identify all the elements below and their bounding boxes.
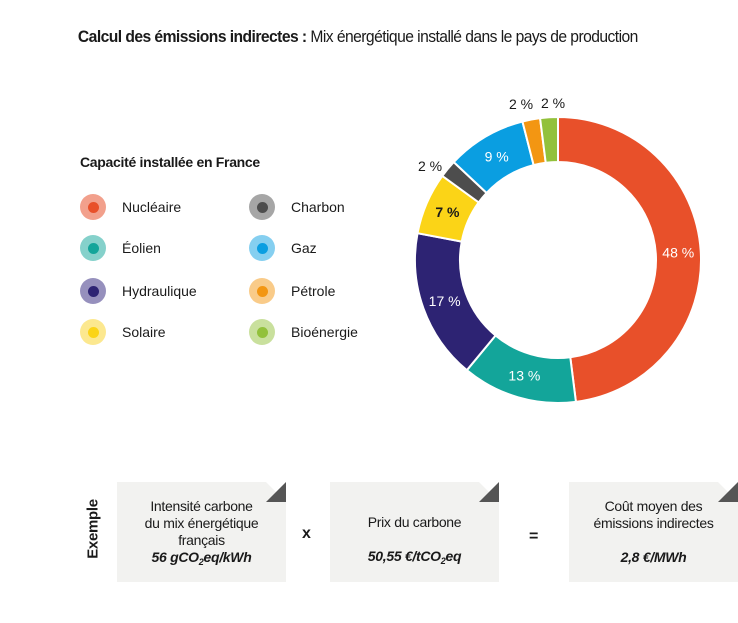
data-label-bioenergie: 2 %: [541, 95, 565, 111]
legend-heading: Capacité installée en France: [80, 154, 260, 170]
average-cost-card: Coût moyen des émissions indirectes 2,8 …: [569, 482, 738, 582]
legend-label: Nucléaire: [122, 199, 182, 215]
card1-value: 56 gCO2eq/kWh: [151, 549, 252, 567]
legend-item: Bioénergie: [249, 319, 358, 345]
legend-label: Bioénergie: [291, 324, 358, 340]
legend-label: Éolien: [122, 240, 161, 256]
chart-title: Calcul des émissions indirectes : Mix én…: [0, 27, 716, 47]
legend-item: Pétrole: [249, 278, 335, 304]
card1-line3: français: [178, 532, 225, 548]
fold-icon: [266, 482, 286, 502]
legend-item: Éolien: [80, 235, 161, 261]
legend-item: Hydraulique: [80, 278, 197, 304]
legend-swatch: [249, 235, 275, 261]
legend-swatch: [249, 319, 275, 345]
data-label-solaire: 7 %: [435, 204, 460, 220]
legend-swatch: [249, 278, 275, 304]
title-rest: Mix énergétique installé dans le pays de…: [310, 27, 638, 46]
card2-value: 50,55 €/tCO2eq: [367, 548, 462, 566]
data-label-hydraulique: 17 %: [429, 293, 461, 309]
legend-item: Gaz: [249, 235, 317, 261]
legend-label: Solaire: [122, 324, 166, 340]
legend-label: Charbon: [291, 199, 345, 215]
slice-nucleaire: [557, 115, 702, 403]
legend-label: Hydraulique: [122, 283, 197, 299]
legend-swatch: [80, 278, 106, 304]
legend-swatch: [80, 319, 106, 345]
legend-label: Gaz: [291, 240, 317, 256]
card2-line1: Prix du carbone: [367, 514, 462, 530]
multiply-operator: x: [302, 525, 311, 542]
data-label-petrole: 2 %: [509, 96, 533, 112]
card3-line1: Coût moyen des: [604, 498, 703, 514]
legend-item: Nucléaire: [80, 194, 181, 220]
fold-icon: [718, 482, 738, 502]
carbon-intensity-card: Intensité carbone du mix énergétique fra…: [117, 482, 286, 582]
data-label-charbon: 2 %: [418, 158, 442, 174]
slice-bioenergie: [538, 115, 559, 164]
data-label-eolien: 13 %: [508, 368, 540, 384]
fold-icon: [479, 482, 499, 502]
card1-line1: Intensité carbone: [150, 498, 253, 514]
legend-item: Charbon: [249, 194, 345, 220]
equals-operator: =: [529, 528, 539, 545]
card3-line2: émissions indirectes: [593, 515, 714, 531]
card1-line2: du mix énergétique: [144, 515, 259, 531]
data-label-nucleaire: 48 %: [662, 244, 694, 260]
example-label: Exemple: [84, 499, 102, 559]
legend-swatch: [80, 235, 106, 261]
carbon-price-card: Prix du carbone 50,55 €/tCO2eq: [330, 482, 499, 582]
card3-value: 2,8 €/MWh: [620, 549, 687, 565]
legend-swatch: [80, 194, 106, 220]
legend-swatch: [249, 194, 275, 220]
legend-label: Pétrole: [291, 283, 336, 299]
legend-item: Solaire: [80, 319, 166, 345]
title-bold: Calcul des émissions indirectes :: [77, 27, 307, 46]
data-label-gaz: 9 %: [485, 148, 509, 164]
